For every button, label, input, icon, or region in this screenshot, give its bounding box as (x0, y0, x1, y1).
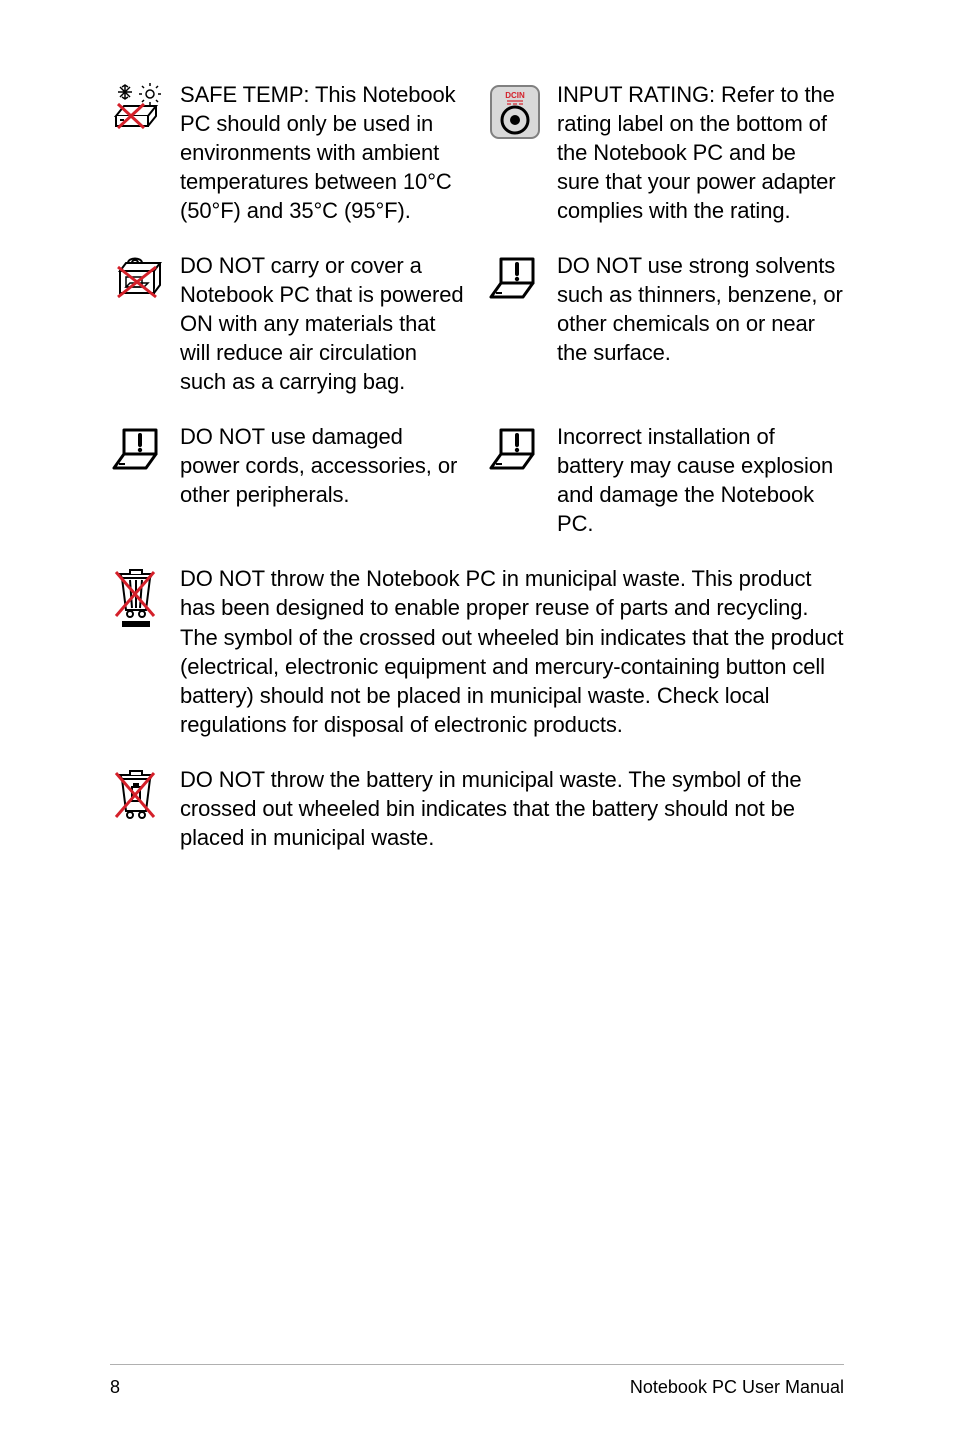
battery-install-text: Incorrect installation of battery may ca… (557, 422, 844, 538)
wheeled-bin-icon (110, 564, 180, 628)
page-footer: 8 Notebook PC User Manual (110, 1364, 844, 1398)
laptop-warn-icon-3 (487, 422, 557, 474)
no-solvents-item: DO NOT use strong solvents such as thinn… (487, 251, 844, 396)
svg-text:DCIN: DCIN (505, 91, 525, 100)
safe-temp-text: SAFE TEMP: This Notebook PC should only … (180, 80, 467, 225)
input-rating-item: DCIN INPUT RATING: Refer to the rating l… (487, 80, 844, 225)
content-area: SAFE TEMP: This Notebook PC should only … (110, 80, 844, 1364)
safe-temp-icon (110, 80, 180, 138)
laptop-warn-icon (487, 251, 557, 303)
no-damaged-item: DO NOT use damaged power cords, accessor… (110, 422, 467, 538)
page-number: 8 (110, 1377, 120, 1398)
no-solvents-text: DO NOT use strong solvents such as thinn… (557, 251, 844, 367)
no-municipal-text: DO NOT throw the Notebook PC in municipa… (180, 564, 844, 738)
safe-temp-item: SAFE TEMP: This Notebook PC should only … (110, 80, 467, 225)
no-battery-waste-text: DO NOT throw the battery in municipal wa… (180, 765, 844, 852)
no-battery-waste-item: DO NOT throw the battery in municipal wa… (110, 765, 844, 852)
no-municipal-item: DO NOT throw the Notebook PC in municipa… (110, 564, 844, 738)
no-carry-icon (110, 251, 180, 305)
no-carry-text: DO NOT carry or cover a Notebook PC that… (180, 251, 467, 396)
no-carry-item: DO NOT carry or cover a Notebook PC that… (110, 251, 467, 396)
footer-label: Notebook PC User Manual (630, 1377, 844, 1398)
wheeled-bin-battery-icon (110, 765, 180, 823)
page: SAFE TEMP: This Notebook PC should only … (0, 0, 954, 1438)
battery-install-item: Incorrect installation of battery may ca… (487, 422, 844, 538)
laptop-warn-icon-2 (110, 422, 180, 474)
no-damaged-text: DO NOT use damaged power cords, accessor… (180, 422, 467, 509)
dcin-icon: DCIN (487, 80, 557, 142)
input-rating-text: INPUT RATING: Refer to the rating label … (557, 80, 844, 225)
